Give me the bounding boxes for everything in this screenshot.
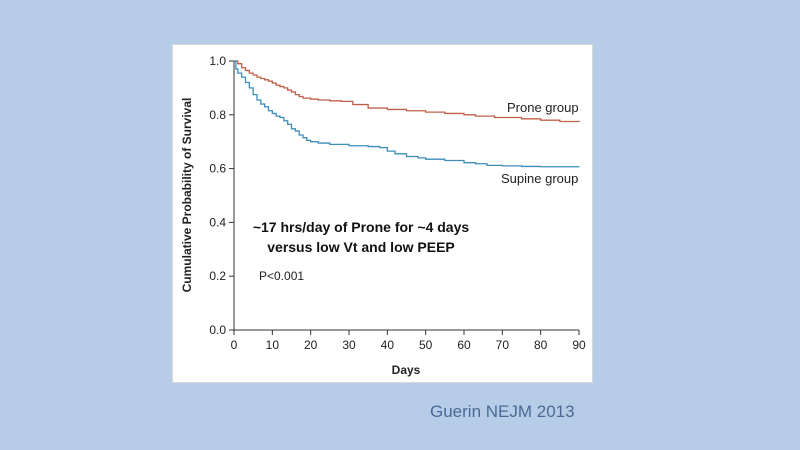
plot-area: [233, 61, 579, 331]
series-layer: [234, 60, 580, 168]
y-tick-label: 0.2: [209, 269, 226, 283]
x-tick-label: 10: [266, 338, 280, 352]
x-tick-label: 30: [342, 338, 356, 352]
x-tick-label: 0: [231, 338, 238, 352]
x-tick-label: 60: [457, 338, 471, 352]
p-value-label: P<0.001: [259, 269, 304, 283]
series-line-prone-group: [234, 60, 580, 123]
x-tick-label: 90: [572, 338, 586, 352]
x-axis-title: Days: [392, 363, 421, 377]
survival-chart: 0 10 20 30 40 50 60 70 80 90 0.0 0.2 0.4 0.6 0.8 1.0 Pr…: [180, 54, 586, 377]
y-tick-label: 0.0: [209, 323, 226, 337]
x-tick-label: 40: [381, 338, 395, 352]
x-tick-label: 50: [419, 338, 433, 352]
y-tick-label: 0.8: [209, 108, 226, 122]
y-axis-title: Cumulative Probability of Survival: [180, 98, 194, 293]
y-tick-label: 0.4: [209, 215, 226, 229]
series-label-prone: Prone group: [507, 100, 579, 115]
x-tick-label: 20: [304, 338, 318, 352]
series-line-supine-group: [234, 60, 580, 168]
citation-text: Guerin NEJM 2013: [430, 402, 575, 421]
study-note-line2: versus low Vt and low PEEP: [267, 239, 455, 255]
y-tick-label: 1.0: [209, 54, 226, 68]
study-note-line1: ~17 hrs/day of Prone for ~4 days: [253, 219, 470, 235]
x-tick-label: 80: [534, 338, 548, 352]
ticks-layer: 0 10 20 30 40 50 60 70 80 90 0.0 0.2 0.4 0.6 0.8 1.0: [209, 54, 586, 352]
series-label-supine: Supine group: [501, 171, 578, 186]
y-tick-label: 0.6: [209, 162, 226, 176]
x-tick-label: 70: [496, 338, 510, 352]
figure-card: 0 10 20 30 40 50 60 70 80 90 0.0 0.2 0.4 0.6 0.8 1.0 Pr…: [172, 44, 593, 383]
